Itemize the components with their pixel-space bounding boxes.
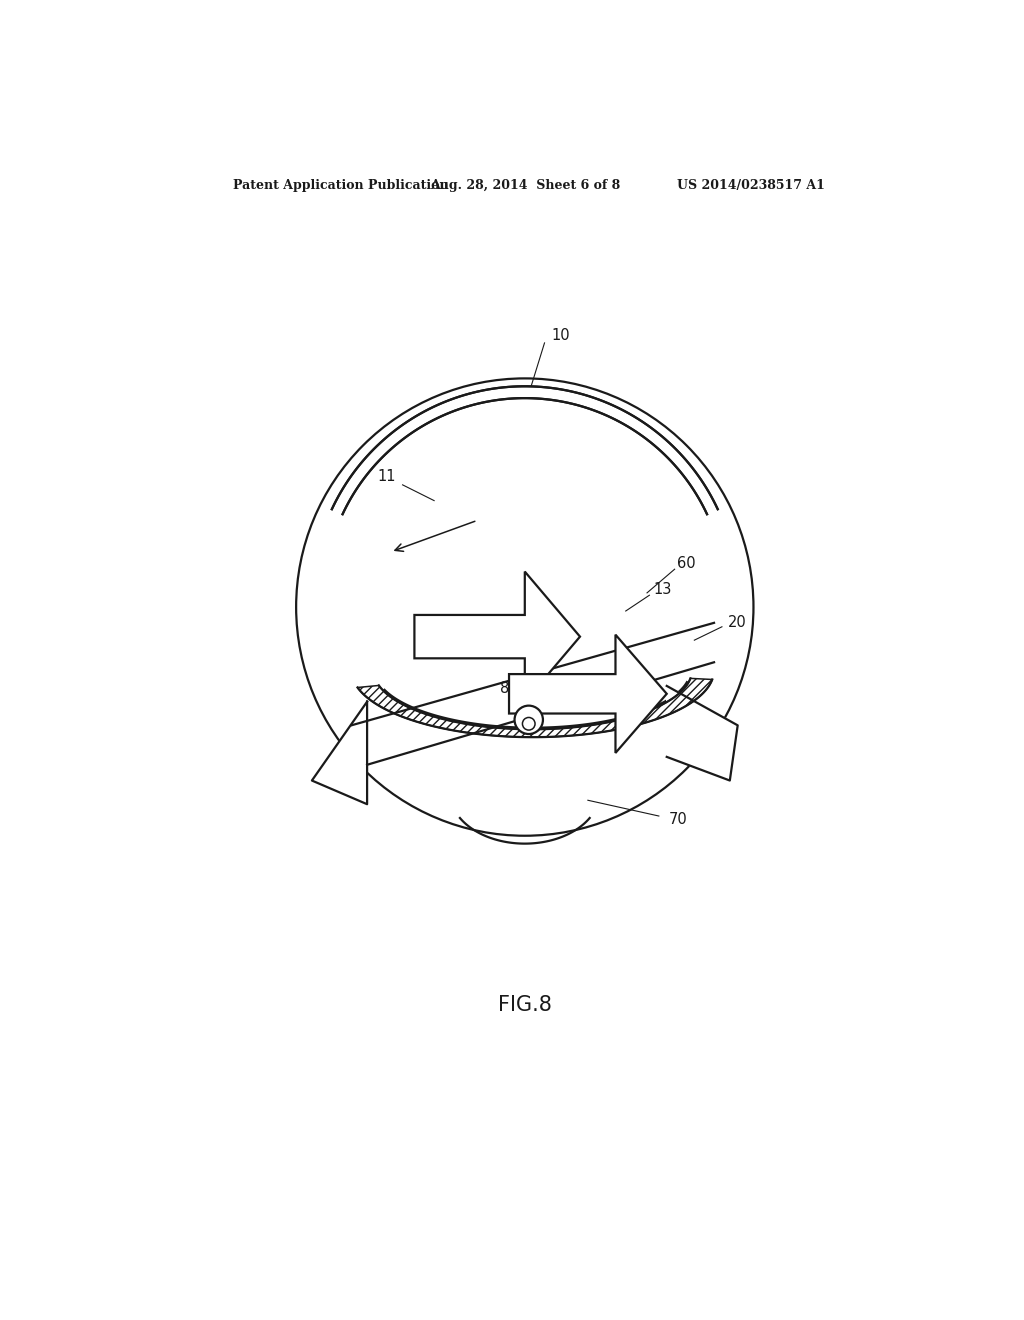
Polygon shape: [509, 635, 667, 752]
Text: FIG.8: FIG.8: [498, 995, 552, 1015]
Polygon shape: [312, 702, 367, 804]
Text: 10: 10: [551, 327, 569, 342]
Circle shape: [514, 706, 543, 734]
Polygon shape: [667, 686, 737, 780]
Text: 80: 80: [523, 661, 542, 676]
Polygon shape: [415, 572, 580, 702]
Text: 64: 64: [472, 647, 490, 661]
Text: 20: 20: [728, 615, 748, 631]
Text: 60: 60: [677, 556, 695, 572]
Text: Aug. 28, 2014  Sheet 6 of 8: Aug. 28, 2014 Sheet 6 of 8: [430, 178, 620, 191]
Text: 13: 13: [653, 582, 672, 597]
Text: 82: 82: [500, 681, 518, 696]
Text: Patent Application Publication: Patent Application Publication: [233, 178, 449, 191]
Text: 81: 81: [542, 681, 560, 696]
Text: 11: 11: [378, 470, 396, 484]
Text: 70: 70: [670, 813, 688, 828]
Text: US 2014/0238517 A1: US 2014/0238517 A1: [677, 178, 824, 191]
Polygon shape: [332, 387, 718, 515]
Polygon shape: [357, 678, 713, 737]
